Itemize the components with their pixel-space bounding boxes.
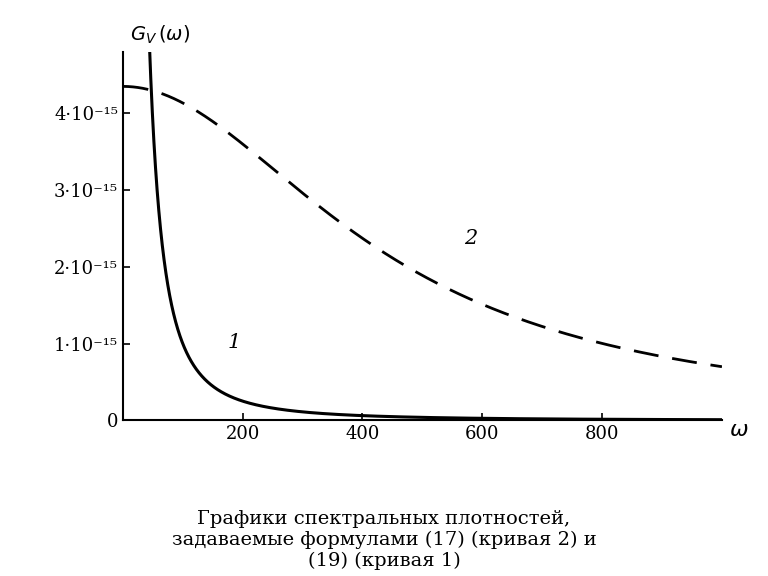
Text: 2: 2: [465, 229, 478, 248]
Text: Графики спектральных плотностей,
задаваемые формулами (17) (кривая 2) и
(19) (кр: Графики спектральных плотностей, задавае…: [171, 510, 597, 570]
Text: $G_{\it{V}}\,(\omega)$: $G_{\it{V}}\,(\omega)$: [130, 24, 190, 46]
Text: $\omega$: $\omega$: [729, 419, 749, 441]
Text: 1: 1: [227, 332, 241, 351]
